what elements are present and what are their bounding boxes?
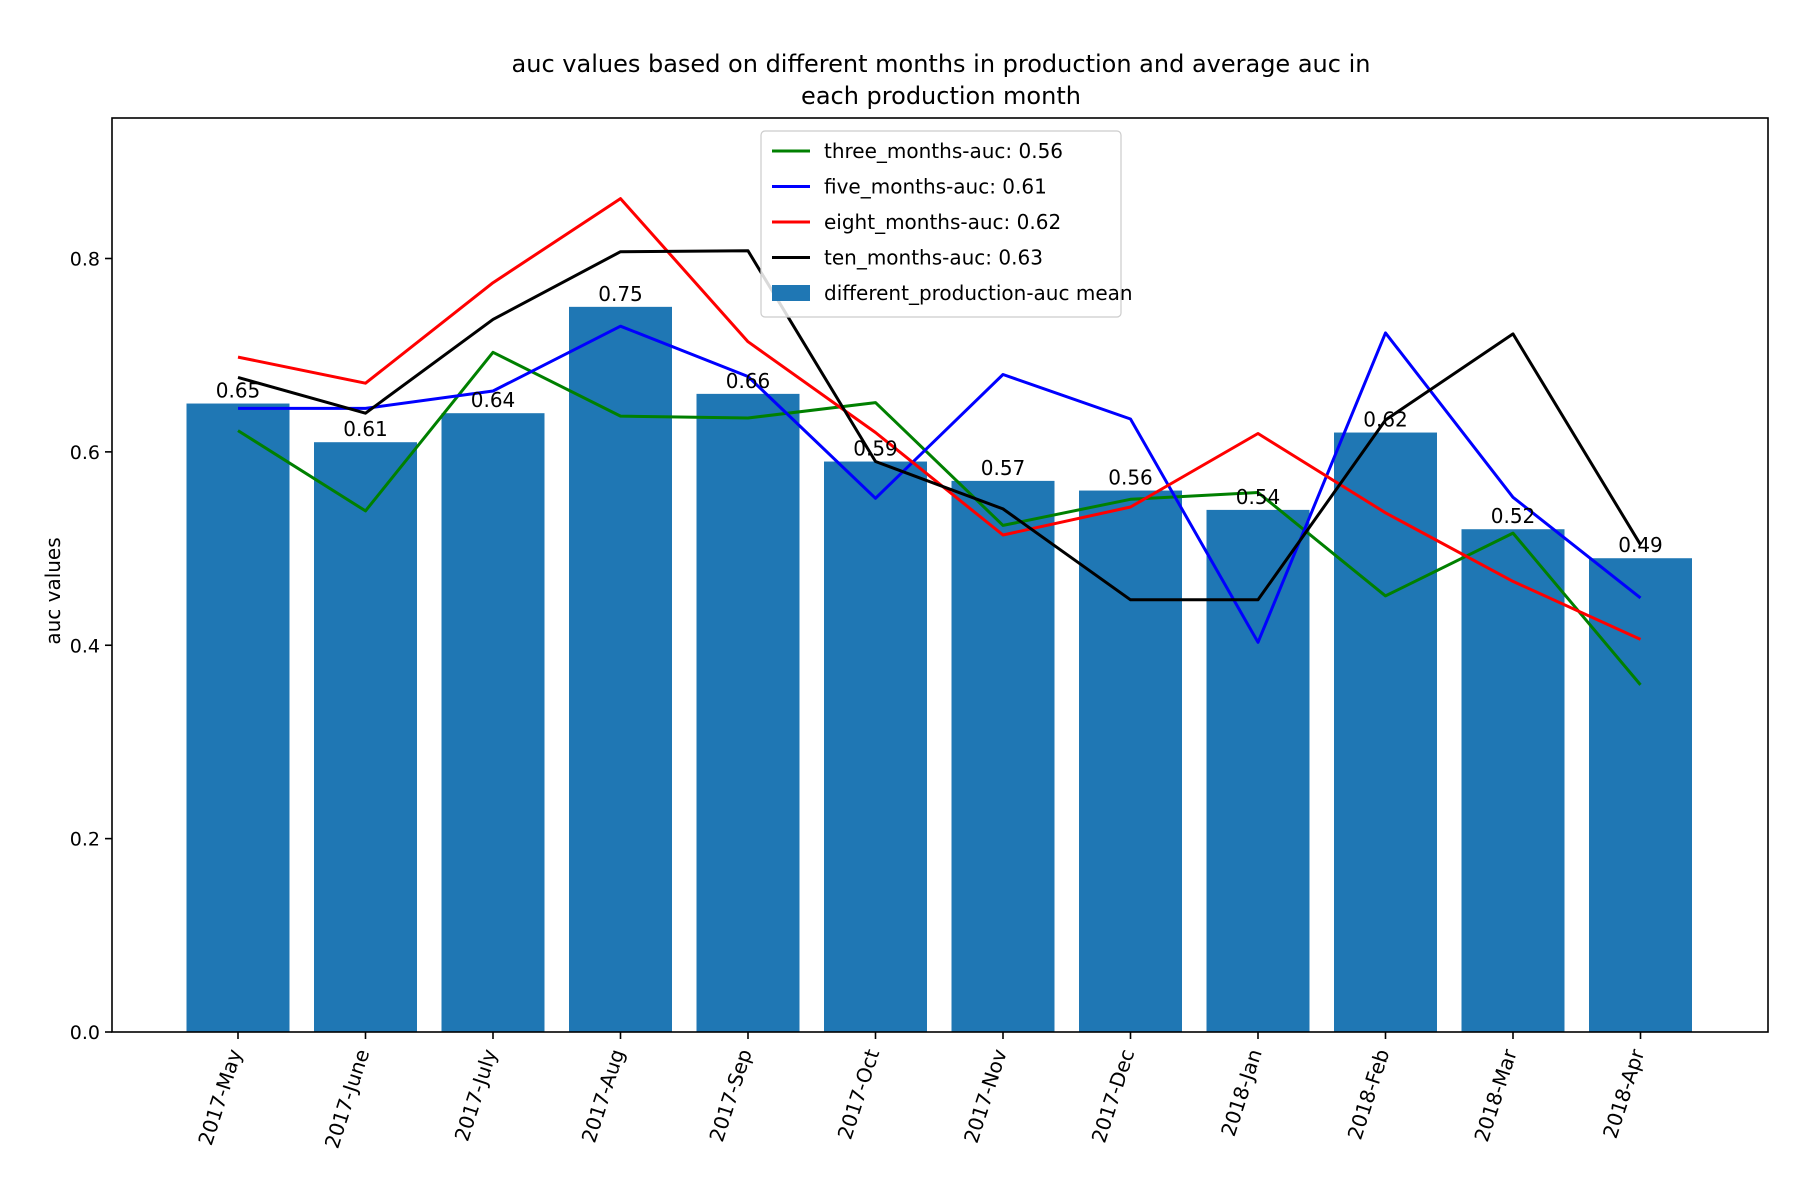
bar-value-label: 0.61	[343, 417, 388, 441]
y-tick-label: 0.4	[70, 635, 100, 657]
line-series-4	[237, 249, 1642, 602]
y-tick-label: 0.2	[70, 829, 100, 851]
bar-2018-Apr	[1589, 558, 1692, 1032]
plot-frame	[111, 117, 1769, 1033]
y-tick-label: 0.0	[70, 1022, 100, 1044]
bar-2017-Sep	[696, 393, 800, 1032]
bar-value-label: 0.64	[471, 388, 516, 412]
legend-entry-label: five_months-auc: 0.61	[824, 175, 1047, 199]
bar-value-label: 0.62	[1363, 408, 1408, 432]
bar-2017-Nov	[951, 480, 1055, 1033]
chart-title-line-1: auc values based on different months in …	[512, 50, 1371, 78]
bar-2017-June	[314, 442, 417, 1032]
legend-box	[760, 130, 1122, 318]
bar-2017-Dec	[1079, 490, 1182, 1032]
bar-labels-layer: 0.65 0.61 0.64 0.75 0.66 0.59 0.57 0.56 0.54 0.62…	[216, 282, 1663, 557]
bar-2017-May	[186, 403, 290, 1032]
bar-2017-Oct	[824, 461, 927, 1032]
legend-entry-label: three_months-auc: 0.56	[824, 139, 1063, 163]
bar-2018-Jan	[1206, 509, 1310, 1032]
legend-bar-swatch	[772, 285, 810, 301]
bar-2017-July	[441, 413, 545, 1032]
bars-layer	[186, 306, 1692, 1033]
line-series-1	[237, 350, 1642, 686]
bar-value-label: 0.66	[726, 369, 771, 393]
y-tick-label: 0.8	[70, 249, 100, 271]
y-axis-label: auc values	[41, 537, 65, 644]
lines-layer	[237, 197, 1642, 686]
bar-value-label: 0.49	[1618, 533, 1663, 557]
chart-title-line-2: each production month	[801, 82, 1081, 110]
legend-entry-label: ten_months-auc: 0.63	[824, 246, 1043, 270]
bar-value-label: 0.52	[1491, 504, 1536, 528]
bar-value-label: 0.65	[216, 379, 261, 403]
bar-value-label: 0.59	[853, 437, 898, 461]
bar-value-label: 0.56	[1108, 466, 1153, 490]
legend: three_months-auc: 0.56 five_months-auc: 0…	[760, 130, 1133, 318]
bar-value-label: 0.54	[1236, 485, 1281, 509]
legend-entry-label: eight_months-auc: 0.62	[824, 210, 1061, 234]
y-tick-label: 0.6	[70, 442, 100, 464]
legend-entry-label: different_production-auc mean	[824, 281, 1133, 305]
line-series-2	[238, 324, 1642, 644]
y-axis-ticks: 0.0 0.2 0.4 0.6 0.8	[70, 249, 112, 1044]
bar-value-label: 0.75	[598, 282, 643, 306]
bar-value-label: 0.57	[981, 456, 1026, 480]
bar-2017-Aug	[569, 306, 672, 1032]
bar-2018-Mar	[1461, 529, 1565, 1032]
bar-2018-Feb	[1334, 432, 1437, 1033]
